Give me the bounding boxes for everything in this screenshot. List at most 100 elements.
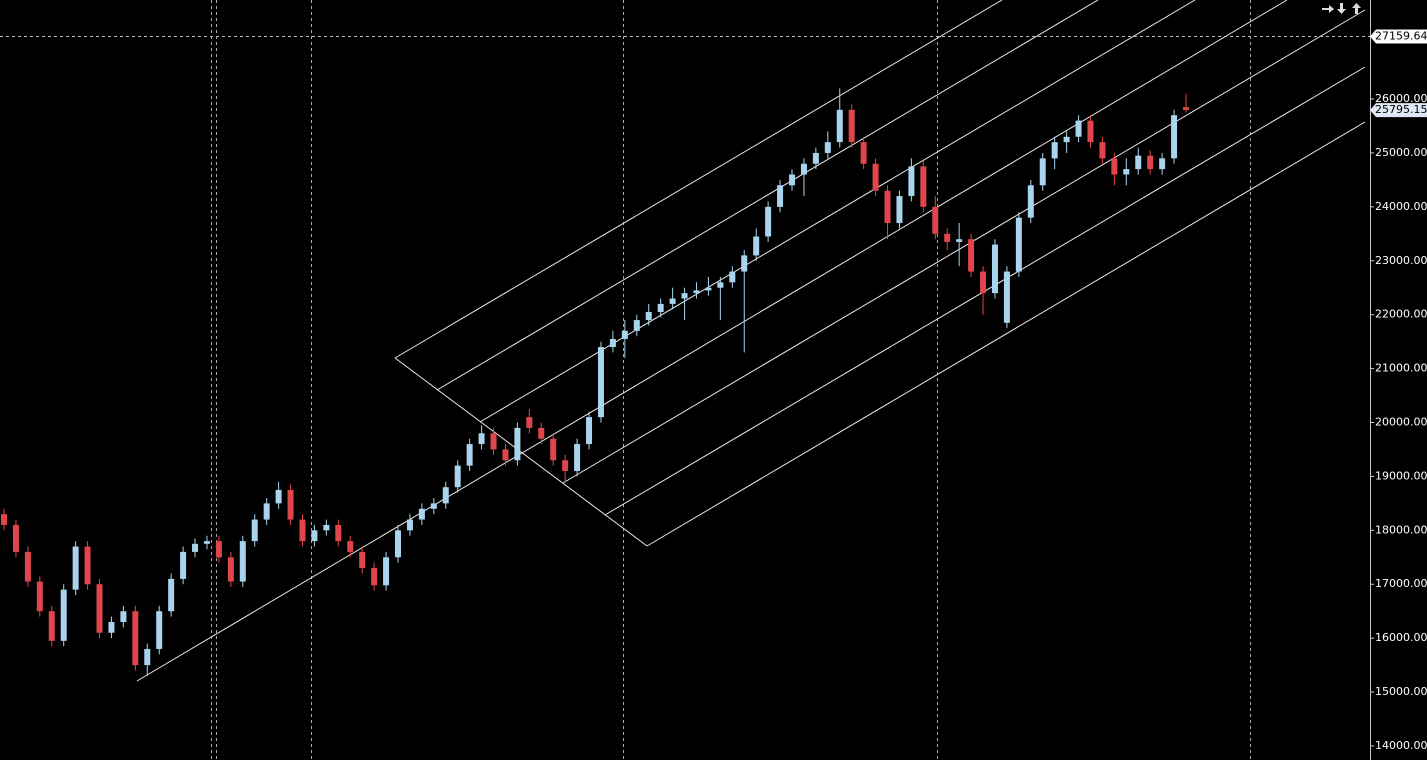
y-tick-label: 24000.00 <box>1375 200 1427 213</box>
arrow-right-icon <box>1322 5 1334 13</box>
y-tick-label: 15000.00 <box>1375 685 1427 698</box>
candle-body <box>872 163 879 191</box>
candle-body <box>1075 120 1082 137</box>
candle-body <box>765 206 772 237</box>
candle-body <box>12 524 19 552</box>
candle-body <box>860 142 867 164</box>
candle-body <box>884 190 891 224</box>
candle-body <box>132 611 139 666</box>
pitchfork <box>136 0 1366 682</box>
candle-body <box>96 584 103 633</box>
candle-body <box>1111 158 1118 175</box>
candle-body <box>1063 136 1070 143</box>
candle-body <box>944 233 951 242</box>
candle-body <box>657 303 664 312</box>
candle-body <box>1099 142 1106 159</box>
candle-body <box>84 546 91 585</box>
candle-body <box>490 433 497 450</box>
candle-body <box>777 185 784 207</box>
candle-body <box>371 568 378 586</box>
candle-body <box>991 244 998 294</box>
arrow-down-icon <box>1337 3 1346 14</box>
y-tick-label: 22000.00 <box>1375 308 1427 321</box>
candle-body <box>1 514 7 525</box>
y-tick-label: 19000.00 <box>1375 469 1427 482</box>
candle-body <box>1171 115 1178 159</box>
candle-body <box>1159 158 1166 170</box>
candle-body <box>1087 120 1094 143</box>
candle-body <box>466 444 473 466</box>
candle-body <box>72 546 79 590</box>
y-tick-label: 16000.00 <box>1375 631 1427 644</box>
candle-body <box>227 557 234 582</box>
candle-body <box>395 530 401 558</box>
candle-body <box>36 581 43 612</box>
candle-body <box>239 541 246 582</box>
candle-body <box>347 541 354 552</box>
candle-body <box>812 152 819 164</box>
pitchfork-line <box>436 0 1099 391</box>
candle-body <box>717 282 724 288</box>
candle-body <box>693 290 700 294</box>
arrow-up-icon <box>1352 3 1361 14</box>
candle-body <box>920 166 927 207</box>
candle-body <box>60 589 67 641</box>
candle-body <box>430 503 437 509</box>
candle-body <box>1027 185 1034 218</box>
candle-body <box>538 427 545 439</box>
candle-body <box>1183 107 1189 111</box>
candle-body <box>1039 158 1046 186</box>
candle-body <box>168 578 175 612</box>
candle-body <box>323 524 330 531</box>
price-label-box <box>1370 29 1427 44</box>
y-tick-label: 21000.00 <box>1375 362 1427 375</box>
candle-body <box>633 320 640 331</box>
candle-body <box>24 551 31 582</box>
candle-body <box>645 311 652 321</box>
candle-body <box>729 271 736 283</box>
candle-body <box>1003 271 1010 323</box>
y-tick-label: 17000.00 <box>1375 577 1427 590</box>
y-tick-label: 23000.00 <box>1375 254 1427 267</box>
candle-body <box>526 417 533 428</box>
y-tick-label: 26000.00 <box>1375 92 1427 105</box>
candle-body <box>156 611 163 649</box>
candle-body <box>574 444 581 472</box>
candle-body <box>478 433 485 445</box>
candle-body <box>824 142 831 153</box>
candle-body <box>335 524 342 542</box>
candle-body <box>562 460 569 472</box>
candle-body <box>383 557 390 586</box>
candle-body <box>454 465 461 488</box>
candle-body <box>299 519 306 542</box>
candle-body <box>836 109 843 143</box>
candle-body <box>681 293 688 299</box>
y-tick-label: 14000.00 <box>1375 739 1427 752</box>
candle-body <box>502 449 509 461</box>
y-tick-label: 18000.00 <box>1375 523 1427 536</box>
candle-body <box>1051 142 1058 159</box>
candle-body <box>203 541 210 544</box>
last-price-label: 25795.15 <box>1375 103 1427 116</box>
candle-body <box>932 206 939 234</box>
last-price-box <box>1370 103 1427 118</box>
candle-body <box>908 166 915 197</box>
candle-body <box>442 487 449 504</box>
candle-body <box>48 611 55 641</box>
candle-body <box>980 271 987 294</box>
candle-body <box>753 236 760 256</box>
candle-body <box>956 239 963 242</box>
candle-body <box>287 489 294 520</box>
pitchfork-line <box>394 0 1003 359</box>
candle-body <box>848 109 855 143</box>
pitchfork-median <box>136 0 1288 682</box>
candle-body <box>120 611 127 622</box>
candle-body <box>144 648 151 666</box>
candle-body <box>789 174 795 186</box>
candle-body <box>1015 217 1022 272</box>
candle-body <box>514 427 521 461</box>
candle-body <box>597 347 604 418</box>
candles <box>1 88 1189 676</box>
candle-body <box>550 438 557 461</box>
candle-body <box>669 298 676 304</box>
